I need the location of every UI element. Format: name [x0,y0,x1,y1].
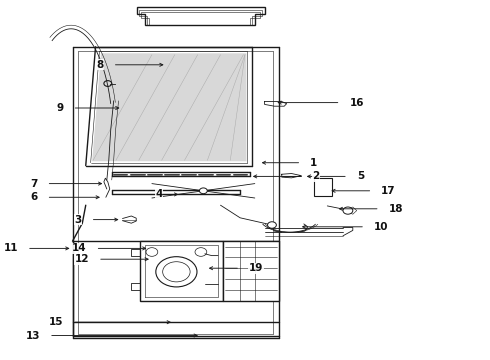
Polygon shape [92,53,246,161]
Text: 15: 15 [49,317,64,327]
Text: 10: 10 [374,222,389,232]
Text: 8: 8 [97,60,104,70]
Text: 3: 3 [74,215,82,225]
Text: 2: 2 [313,171,320,181]
Polygon shape [137,7,265,25]
Text: 6: 6 [30,192,38,202]
Polygon shape [223,241,279,301]
Text: 17: 17 [381,186,396,196]
FancyBboxPatch shape [314,178,332,196]
Text: 12: 12 [74,254,89,264]
Text: 13: 13 [25,330,40,341]
Text: 14: 14 [72,243,87,253]
Text: 4: 4 [155,189,163,199]
Text: 5: 5 [357,171,364,181]
Text: 1: 1 [310,158,318,168]
Circle shape [343,207,353,214]
Circle shape [268,222,276,228]
Text: 16: 16 [349,98,364,108]
Text: 18: 18 [389,204,403,214]
Text: 11: 11 [3,243,18,253]
Text: 9: 9 [56,103,64,113]
Circle shape [199,188,207,194]
Text: 19: 19 [249,263,263,273]
Polygon shape [140,241,223,301]
Text: 7: 7 [30,179,38,189]
